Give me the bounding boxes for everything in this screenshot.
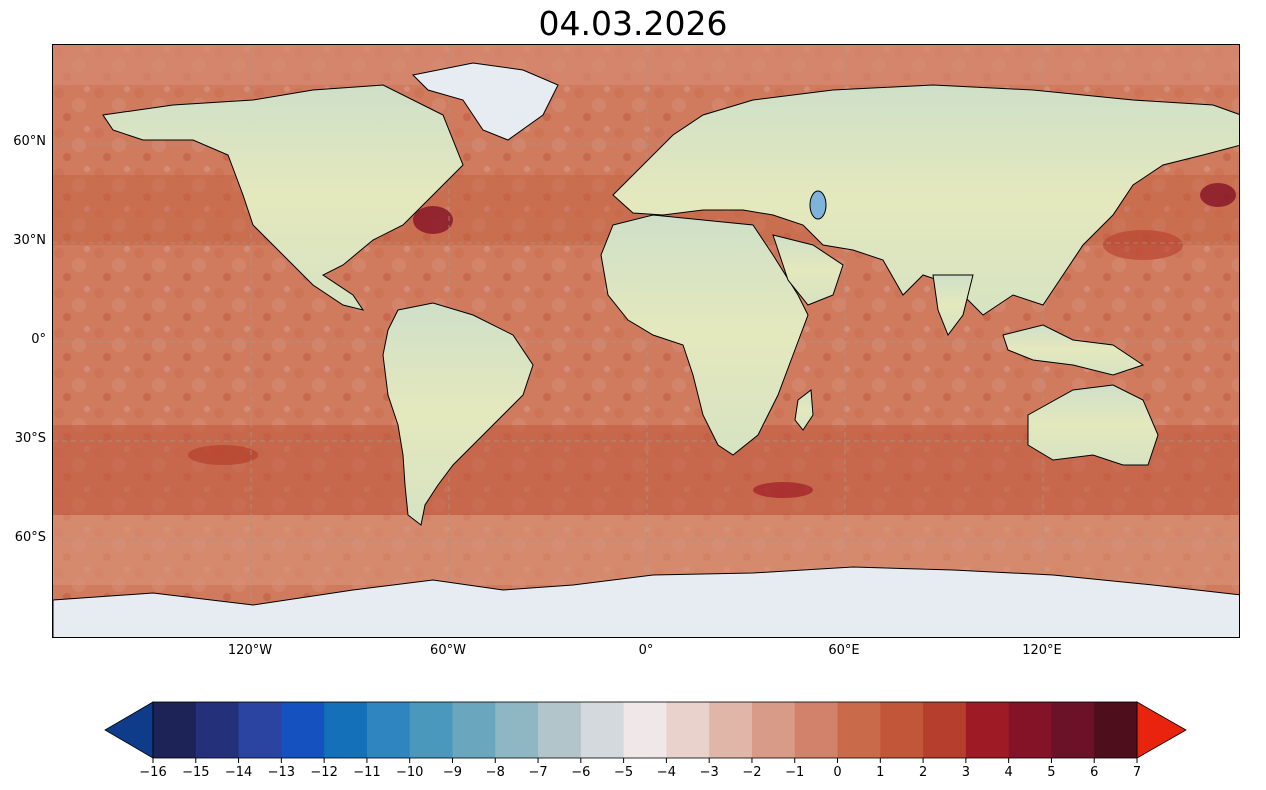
colorbar-extend-low — [104, 701, 154, 759]
colorbar-swatch — [623, 702, 667, 758]
lat-label-0: 0° — [31, 332, 46, 347]
lat-label-60n: 60°N — [13, 134, 46, 149]
lon-label-120e: 120°E — [1022, 643, 1062, 658]
colorbar-tick-label: 7 — [1133, 765, 1141, 780]
colorbar-tick-label: −14 — [225, 765, 252, 780]
world-map — [53, 45, 1239, 637]
colorbar-swatch — [794, 702, 839, 758]
continents — [53, 62, 1239, 637]
colorbar-swatch — [837, 702, 881, 758]
south-america — [382, 302, 534, 526]
colorbar-swatch — [1008, 702, 1052, 758]
colorbar-swatch — [709, 702, 753, 758]
colorbar-swatch — [324, 702, 368, 758]
colorbar-outline — [152, 701, 1138, 759]
colorbar-tick-label: −7 — [528, 765, 547, 780]
north-america — [102, 84, 464, 311]
colorbar-tick-label: 5 — [1047, 765, 1055, 780]
colorbar-tick-label: −12 — [310, 765, 337, 780]
colorbar-swatch — [751, 702, 796, 758]
colorbar-swatch — [538, 702, 582, 758]
colorbar-tick-label: 6 — [1090, 765, 1098, 780]
madagascar — [794, 389, 814, 431]
colorbar-swatch — [238, 702, 282, 758]
colorbar-tick-label: 4 — [1005, 765, 1013, 780]
maritime-asia — [1002, 324, 1145, 376]
greenland — [411, 62, 559, 141]
colorbar-swatch — [580, 702, 625, 758]
lat-label-30n: 30°N — [13, 233, 46, 248]
map-title: 04.03.2026 — [538, 4, 728, 43]
colorbar-swatch — [923, 702, 967, 758]
eurasia — [612, 84, 1239, 316]
lat-label-60s: 60°S — [14, 530, 46, 545]
lat-label-30s: 30°S — [14, 431, 46, 446]
hotspot-kuroshio — [1200, 183, 1236, 207]
colorbar-swatch — [880, 702, 924, 758]
arabia — [772, 234, 844, 306]
colorbar-swatch — [965, 702, 1010, 758]
colorbar-tick-label: −13 — [268, 765, 295, 780]
colorbar-tick-label: −6 — [571, 765, 590, 780]
colorbar-tick-label: −10 — [396, 765, 423, 780]
colorbar-tick-label: −9 — [443, 765, 462, 780]
colorbar-tick-label: −1 — [785, 765, 804, 780]
colorbar-tick-label: −15 — [182, 765, 209, 780]
colorbar-tick-label: −11 — [353, 765, 380, 780]
colorbar-swatch — [366, 702, 411, 758]
colorbar-swatch — [1051, 702, 1095, 758]
colorbar-swatch — [666, 702, 710, 758]
colorbar-swatch — [1094, 702, 1138, 758]
colorbar-tick-label: −8 — [486, 765, 505, 780]
colorbar-tick-label: 2 — [919, 765, 927, 780]
colorbar-tick-label: 1 — [876, 765, 884, 780]
colorbar-tick-label: 3 — [962, 765, 970, 780]
colorbar-swatch — [495, 702, 539, 758]
africa — [600, 214, 809, 456]
lon-label-120w: 120°W — [227, 643, 273, 658]
india — [932, 274, 974, 337]
colorbar-swatch — [452, 702, 496, 758]
colorbar-tick-label: −2 — [742, 765, 761, 780]
antarctica — [53, 566, 1239, 637]
colorbar: −16 −15 −14 −13 −12 −11 −10 −9 −8 −7 −6 −5 −4 −3 −2 −1 0… — [104, 701, 1187, 780]
hotspot-gulf-stream — [413, 206, 453, 234]
colorbar-tick-label: 0 — [833, 765, 841, 780]
colorbar-tick-label: −5 — [614, 765, 633, 780]
map-panel — [52, 44, 1240, 638]
colorbar-swatch — [153, 702, 197, 758]
lon-label-60e: 60°E — [828, 643, 860, 658]
colorbar-extend-high — [1136, 701, 1187, 759]
australia — [1027, 384, 1159, 466]
colorbar-tick-label: −3 — [700, 765, 719, 780]
colorbar-swatch — [195, 702, 240, 758]
lon-label-0: 0° — [638, 643, 654, 658]
colorbar-tick-label: −4 — [657, 765, 676, 780]
colorbar-swatch — [281, 702, 325, 758]
colorbar-tick-label: −16 — [139, 765, 166, 780]
colorbar-swatch — [409, 702, 453, 758]
lon-label-60w: 60°W — [430, 643, 466, 658]
